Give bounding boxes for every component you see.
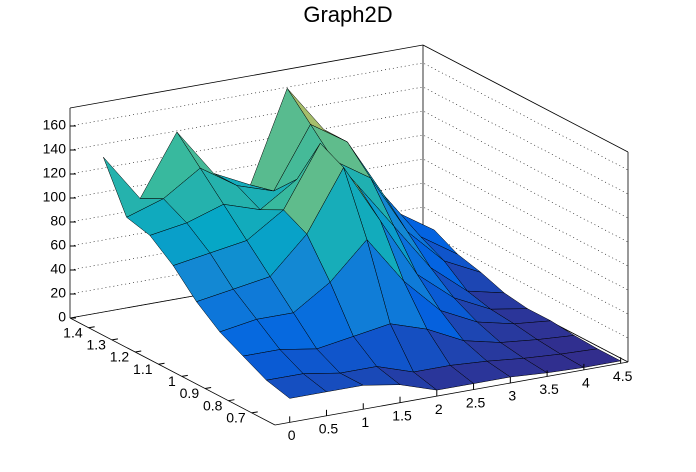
y-tick-label: 1.2 (110, 349, 130, 365)
axis-box-edge (422, 44, 629, 153)
y-tick-label: 1.4 (63, 324, 83, 340)
axis-box-edge (274, 361, 629, 426)
grid-line (69, 110, 629, 219)
y-tick (228, 399, 235, 402)
z-tick-label: 120 (43, 165, 67, 181)
grid-line (69, 206, 629, 315)
surface-patch (265, 373, 328, 399)
y-tick-label: 1 (168, 373, 176, 389)
grid-line (69, 86, 629, 195)
y-tick-label: 1.1 (133, 361, 153, 377)
y-tick (158, 362, 165, 365)
chart-title: Graph2D (303, 2, 392, 27)
grid-line (69, 134, 629, 243)
axis-box-edge (69, 317, 276, 426)
grid-line (69, 182, 629, 291)
y-tick (181, 374, 188, 377)
z-tick-label: 20 (50, 285, 66, 301)
axis-box-edge (69, 44, 424, 109)
y-tick-label: 0.7 (226, 410, 246, 426)
z-tick-label: 60 (50, 237, 66, 253)
x-tick-label: 2 (435, 401, 443, 417)
grid-line (69, 158, 629, 267)
y-tick (205, 387, 212, 390)
x-tick-label: 3 (508, 388, 516, 404)
z-tick-label: 160 (43, 117, 67, 133)
grid-line (69, 62, 629, 171)
x-tick-label: 0.5 (319, 421, 339, 437)
y-tick-label: 0.9 (180, 385, 200, 401)
x-tick-label: 0 (288, 427, 296, 443)
x-tick-label: 4 (582, 375, 590, 391)
y-tick (88, 326, 95, 329)
x-tick-label: 1 (361, 414, 369, 430)
grid-line (69, 230, 629, 339)
z-tick-label: 140 (43, 141, 67, 157)
z-tick-label: 0 (58, 309, 66, 325)
y-tick-label: 1.3 (86, 337, 106, 353)
x-tick-label: 2.5 (466, 394, 486, 410)
y-tick (135, 350, 142, 353)
x-tick-label: 4.5 (613, 368, 633, 384)
y-tick-label: 0.8 (203, 397, 223, 413)
y-tick (111, 338, 119, 341)
z-tick-label: 80 (50, 213, 66, 229)
x-tick-label: 1.5 (392, 407, 412, 423)
z-tick-label: 40 (50, 261, 66, 277)
x-tick-label: 3.5 (539, 381, 559, 397)
y-tick (251, 411, 258, 414)
z-tick-label: 100 (43, 189, 67, 205)
